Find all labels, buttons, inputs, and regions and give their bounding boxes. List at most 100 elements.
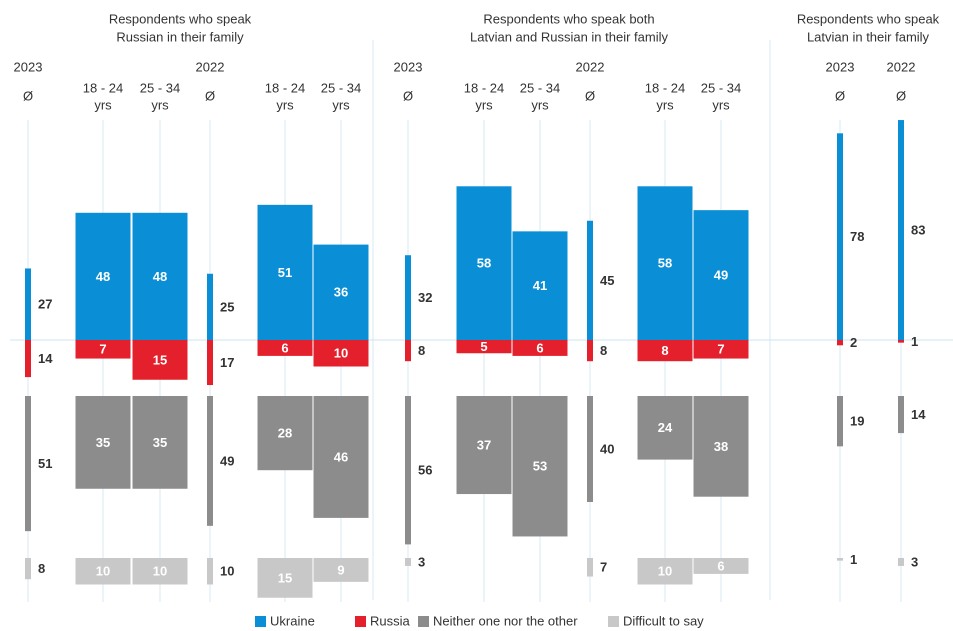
column-label: Ø <box>585 88 595 103</box>
value-label: 7 <box>99 342 106 357</box>
value-label: 8 <box>418 343 425 358</box>
bar <box>693 340 749 359</box>
bar <box>132 212 188 340</box>
value-label: 6 <box>717 558 724 573</box>
bar <box>75 396 131 489</box>
bar <box>25 340 31 378</box>
value-label: 8 <box>661 343 668 358</box>
legend-label: Russia <box>370 613 411 628</box>
bar <box>132 340 188 380</box>
column-label: Ø <box>896 88 906 103</box>
column-label: yrs <box>276 97 294 112</box>
value-label: 83 <box>911 222 925 237</box>
bar <box>637 340 693 362</box>
value-label: 48 <box>96 269 110 284</box>
bar <box>257 558 313 598</box>
bar <box>313 558 369 582</box>
bar <box>405 340 411 362</box>
column-label: 18 - 24 <box>645 80 685 95</box>
value-label: 8 <box>600 343 607 358</box>
value-label: 1 <box>850 552 857 567</box>
bar <box>75 340 131 359</box>
value-label: 10 <box>334 346 348 361</box>
value-label: 15 <box>153 352 167 367</box>
bar <box>587 396 593 502</box>
panel-title: Russian in their family <box>116 29 244 44</box>
value-label: 41 <box>533 278 547 293</box>
bar <box>637 396 693 460</box>
bar <box>207 340 213 386</box>
bar <box>898 120 904 340</box>
bar <box>405 255 411 340</box>
year-label: 2023 <box>394 59 423 74</box>
bar <box>456 340 512 354</box>
value-label: 25 <box>220 299 234 314</box>
legend-label: Neither one nor the other <box>433 613 578 628</box>
value-label: 19 <box>850 414 864 429</box>
bar <box>25 268 31 340</box>
column-label: 25 - 34 <box>140 80 180 95</box>
bar <box>637 558 693 585</box>
year-label: 2022 <box>576 59 605 74</box>
column-label: Ø <box>835 88 845 103</box>
legend-swatch <box>355 616 366 627</box>
column-label: Ø <box>403 88 413 103</box>
legend-swatch <box>608 616 619 627</box>
bar <box>837 133 843 340</box>
legend-label: Ukraine <box>270 613 315 628</box>
bar <box>75 558 131 585</box>
column-label: yrs <box>151 97 169 112</box>
column-label: 25 - 34 <box>520 80 560 95</box>
value-label: 49 <box>220 453 234 468</box>
bar <box>693 210 749 340</box>
bar <box>313 244 369 340</box>
bar <box>405 558 411 566</box>
value-label: 2 <box>850 335 857 350</box>
bar <box>587 558 593 577</box>
legend-swatch <box>418 616 429 627</box>
value-label: 49 <box>714 268 728 283</box>
value-label: 37 <box>477 437 491 452</box>
column-label: 25 - 34 <box>321 80 361 95</box>
bar <box>25 558 31 580</box>
column-label: yrs <box>332 97 350 112</box>
bar <box>512 231 568 340</box>
column-label: Ø <box>205 88 215 103</box>
bar <box>898 558 904 566</box>
bar <box>207 558 213 585</box>
bar <box>898 340 904 343</box>
value-label: 7 <box>717 342 724 357</box>
bar <box>512 396 568 537</box>
value-label: 45 <box>600 273 614 288</box>
value-label: 36 <box>334 285 348 300</box>
value-label: 24 <box>658 420 673 435</box>
column-label: yrs <box>656 97 674 112</box>
bar <box>898 396 904 434</box>
bar <box>75 212 131 340</box>
value-label: 28 <box>278 426 292 441</box>
value-label: 10 <box>153 564 167 579</box>
value-label: 3 <box>418 554 425 569</box>
bar <box>207 396 213 526</box>
column-label: Ø <box>23 88 33 103</box>
value-label: 58 <box>477 256 491 271</box>
value-label: 14 <box>38 351 53 366</box>
value-label: 6 <box>536 340 543 355</box>
bar <box>25 396 31 532</box>
value-label: 56 <box>418 463 432 478</box>
value-label: 10 <box>220 564 234 579</box>
value-label: 48 <box>153 269 167 284</box>
value-label: 35 <box>153 435 167 450</box>
column-label: yrs <box>712 97 730 112</box>
bar <box>313 340 369 367</box>
panel-title: Respondents who speak <box>797 11 940 26</box>
bar <box>587 220 593 340</box>
panel-title: Latvian in their family <box>807 29 930 44</box>
panel-title: Latvian and Russian in their family <box>470 29 668 44</box>
value-label: 51 <box>278 265 292 280</box>
column-label: yrs <box>531 97 549 112</box>
year-label: 2022 <box>196 59 225 74</box>
bar <box>405 396 411 545</box>
value-label: 78 <box>850 229 864 244</box>
